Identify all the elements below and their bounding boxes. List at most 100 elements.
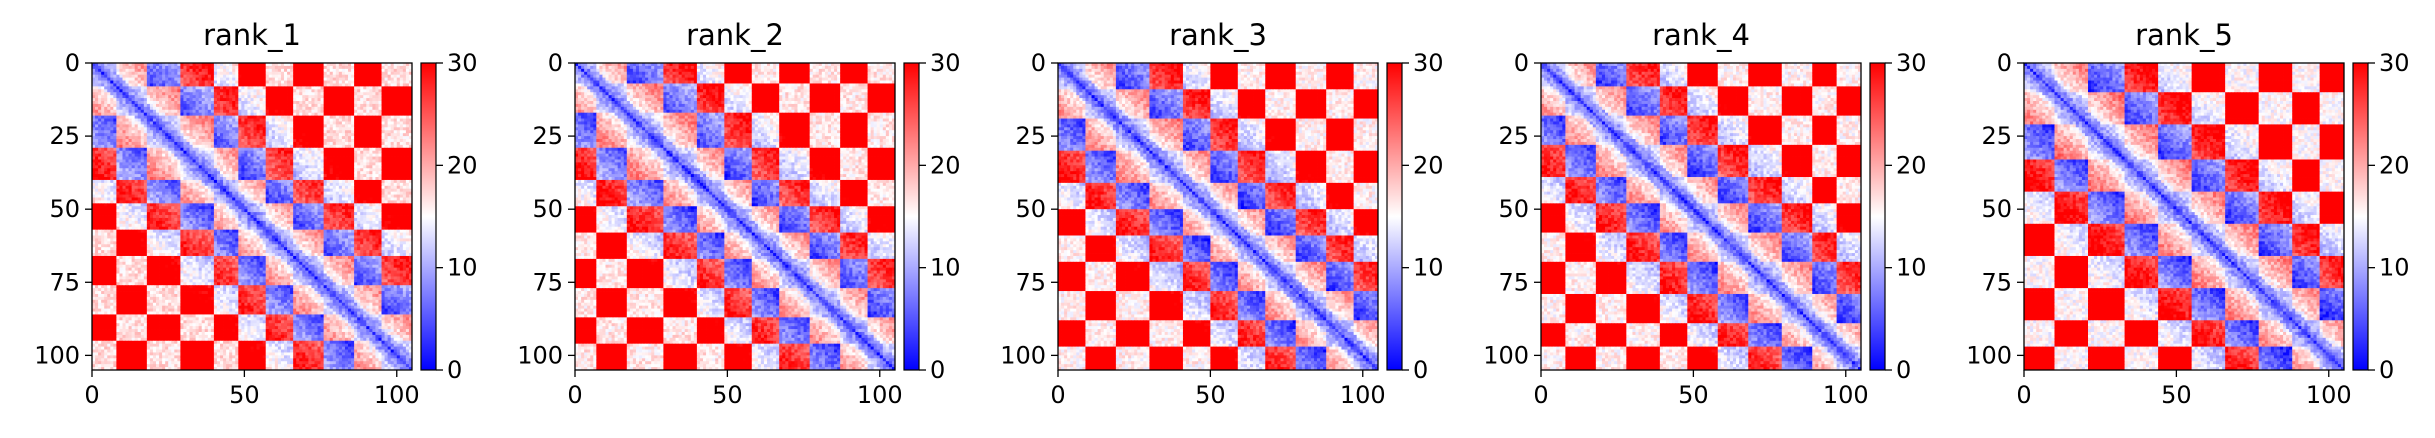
heatmap-cell bbox=[95, 75, 98, 78]
heatmap-cell bbox=[305, 72, 308, 75]
heatmap-cell bbox=[290, 98, 293, 101]
heatmap-cell bbox=[144, 107, 147, 110]
heatmap-cell bbox=[226, 104, 229, 107]
heatmap-cell bbox=[183, 107, 186, 110]
heatmap-cell bbox=[263, 119, 266, 122]
heatmap-cell bbox=[345, 133, 348, 136]
heatmap-cell bbox=[397, 92, 400, 95]
heatmap-cell bbox=[293, 145, 296, 148]
heatmap-cell bbox=[296, 104, 299, 107]
heatmap-cell bbox=[150, 81, 153, 84]
heatmap-cell bbox=[348, 75, 351, 78]
heatmap-cell bbox=[202, 101, 205, 104]
heatmap-cell bbox=[135, 89, 138, 92]
heatmap-cell bbox=[190, 136, 193, 139]
heatmap-cell bbox=[257, 113, 260, 116]
heatmap-cell bbox=[375, 145, 378, 148]
heatmap-cell bbox=[244, 107, 247, 110]
heatmap-cell bbox=[314, 142, 317, 145]
heatmap-cell bbox=[141, 139, 144, 142]
heatmap-cell bbox=[132, 104, 135, 107]
heatmap-cell bbox=[180, 113, 183, 116]
heatmap-cell bbox=[311, 75, 314, 78]
heatmap-cell bbox=[174, 139, 177, 142]
heatmap-cell bbox=[196, 101, 199, 104]
heatmap-cell bbox=[308, 139, 311, 142]
heatmap-cell bbox=[205, 124, 208, 127]
heatmap-cell bbox=[391, 127, 394, 130]
heatmap-cell bbox=[388, 130, 391, 133]
heatmap-cell bbox=[165, 86, 168, 89]
heatmap-cell bbox=[235, 104, 238, 107]
heatmap-cell bbox=[153, 95, 156, 98]
heatmap-cell bbox=[284, 104, 287, 107]
heatmap-cell bbox=[226, 98, 229, 101]
heatmap-cell bbox=[144, 139, 147, 142]
heatmap-cell bbox=[406, 110, 409, 113]
heatmap-cell bbox=[266, 92, 269, 95]
heatmap-cell bbox=[260, 95, 263, 98]
heatmap-cell bbox=[342, 72, 345, 75]
heatmap-cell bbox=[363, 133, 366, 136]
heatmap-cell bbox=[132, 145, 135, 148]
heatmap-cell bbox=[263, 86, 266, 89]
heatmap-cell bbox=[223, 95, 226, 98]
heatmap-cell bbox=[122, 95, 125, 98]
heatmap-cell bbox=[171, 121, 174, 124]
heatmap-cell bbox=[254, 72, 257, 75]
heatmap-cell bbox=[208, 139, 211, 142]
heatmap-cell bbox=[150, 95, 153, 98]
heatmap-cell bbox=[397, 69, 400, 72]
heatmap-cell bbox=[250, 139, 253, 142]
heatmap-cell bbox=[250, 101, 253, 104]
heatmap-cell bbox=[113, 139, 116, 142]
heatmap-cell bbox=[129, 133, 132, 136]
heatmap-cell bbox=[205, 119, 208, 122]
heatmap-cell bbox=[321, 89, 324, 92]
heatmap-cell bbox=[235, 98, 238, 101]
heatmap-cell bbox=[126, 119, 129, 122]
heatmap-cell bbox=[290, 89, 293, 92]
heatmap-cell bbox=[394, 92, 397, 95]
heatmap-cell bbox=[135, 121, 138, 124]
heatmap-cell bbox=[107, 86, 110, 89]
heatmap-cell bbox=[250, 78, 253, 81]
heatmap-cell bbox=[311, 107, 314, 110]
heatmap-cell bbox=[217, 92, 220, 95]
heatmap-cell bbox=[180, 119, 183, 122]
heatmap-cell bbox=[171, 139, 174, 142]
heatmap-cell bbox=[150, 66, 153, 69]
heatmap-cell bbox=[336, 66, 339, 69]
heatmap-cell bbox=[263, 130, 266, 133]
heatmap-cell bbox=[244, 89, 247, 92]
heatmap-cell bbox=[235, 124, 238, 127]
heatmap-cell bbox=[208, 142, 211, 145]
heatmap-cell bbox=[357, 136, 360, 139]
heatmap-cell bbox=[324, 104, 327, 107]
heatmap-cell bbox=[171, 127, 174, 130]
heatmap-cell bbox=[132, 89, 135, 92]
heatmap-cell bbox=[165, 119, 168, 122]
heatmap-cell bbox=[336, 139, 339, 142]
heatmap-cell bbox=[101, 133, 104, 136]
heatmap-cell bbox=[196, 107, 199, 110]
heatmap-cell bbox=[311, 92, 314, 95]
heatmap-cell bbox=[95, 136, 98, 139]
heatmap-cell bbox=[333, 69, 336, 72]
heatmap-cell bbox=[330, 116, 333, 119]
heatmap-cell bbox=[113, 75, 116, 78]
heatmap-cell bbox=[235, 139, 238, 142]
heatmap-cell bbox=[263, 78, 266, 81]
heatmap-cell bbox=[101, 145, 104, 148]
heatmap-cell bbox=[296, 66, 299, 69]
heatmap-cell bbox=[226, 119, 229, 122]
heatmap-cell bbox=[342, 121, 345, 124]
heatmap-cell bbox=[138, 136, 141, 139]
heatmap-cell bbox=[214, 75, 217, 78]
heatmap-cell bbox=[171, 107, 174, 110]
heatmap-cell bbox=[314, 86, 317, 89]
heatmap-cell bbox=[351, 83, 354, 86]
heatmap-cell bbox=[269, 145, 272, 148]
heatmap-cell bbox=[144, 142, 147, 145]
